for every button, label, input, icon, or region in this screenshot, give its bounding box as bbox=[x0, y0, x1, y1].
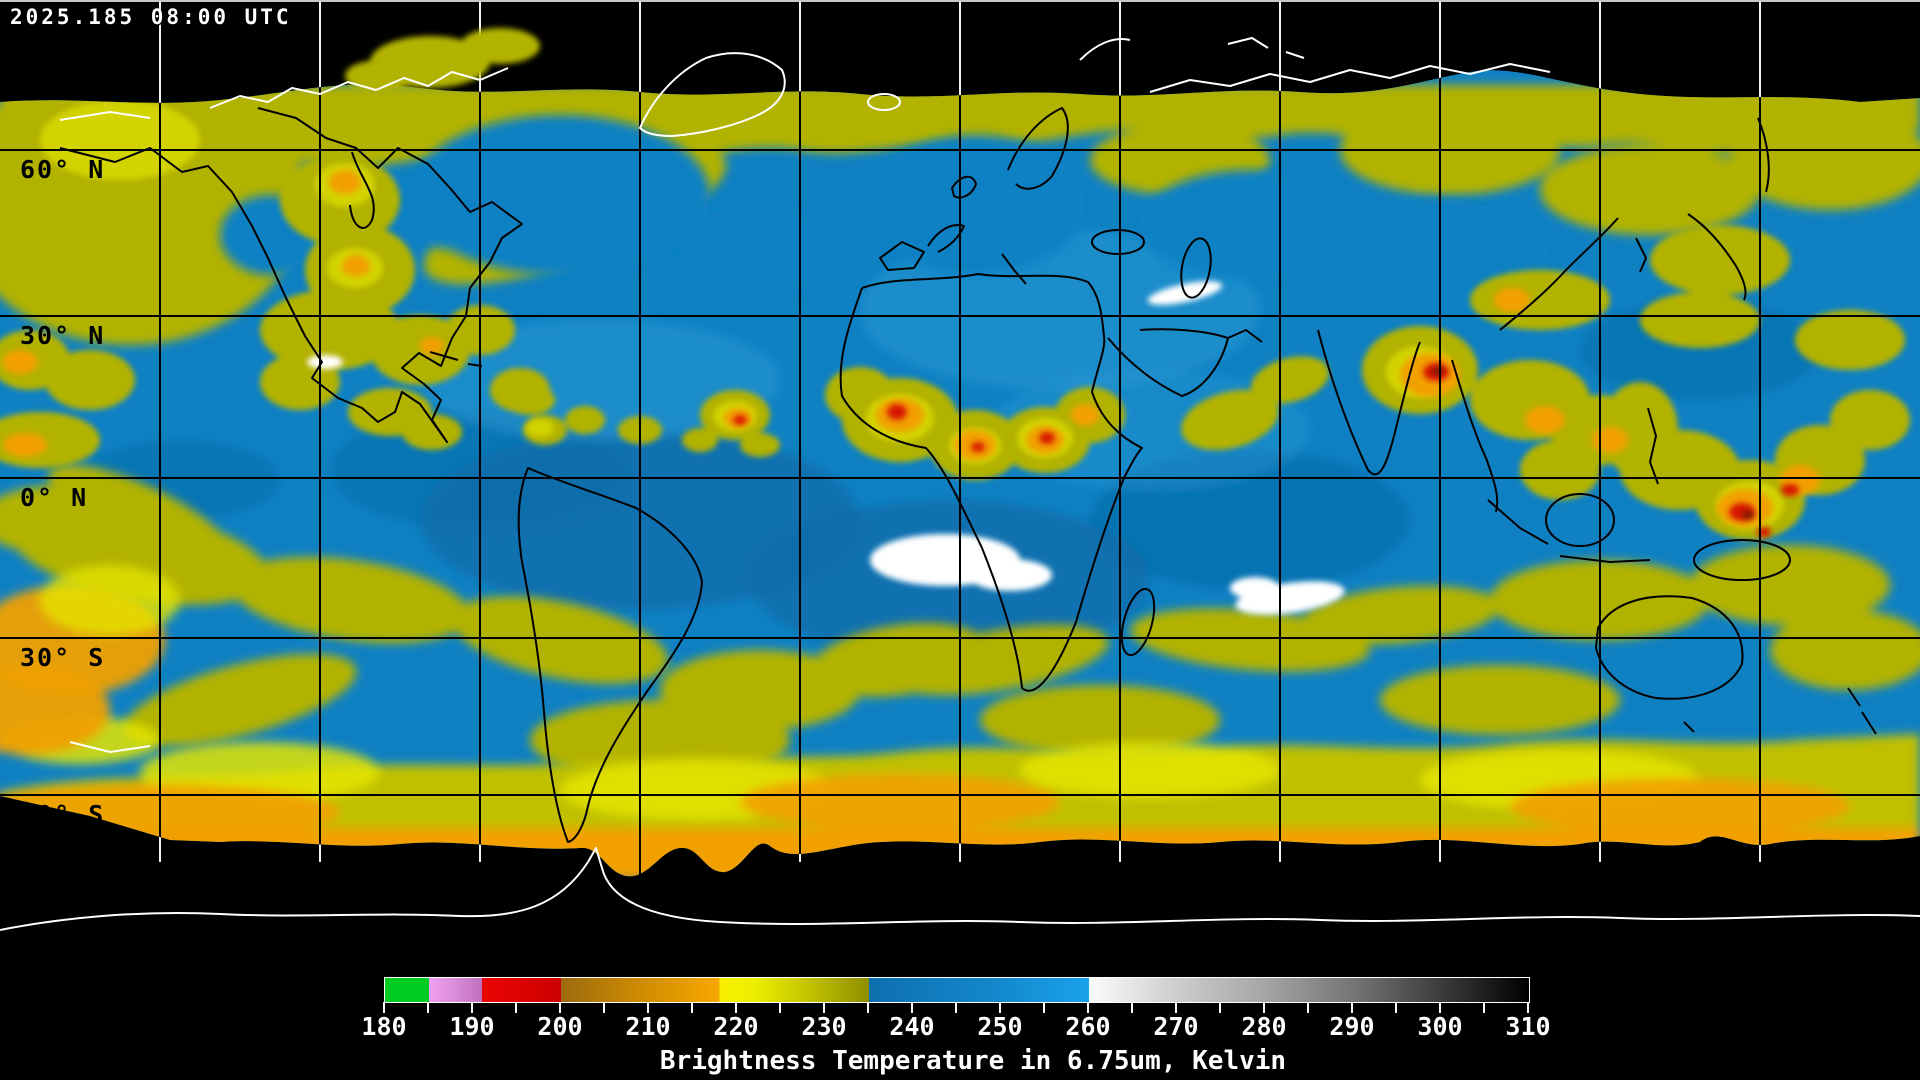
colorbar-tick bbox=[1351, 1002, 1353, 1013]
colorbar-tick bbox=[1219, 1002, 1221, 1013]
colorbar-tick bbox=[1307, 1002, 1309, 1013]
colorbar-tick bbox=[1087, 1002, 1089, 1013]
colorbar-tick bbox=[515, 1002, 517, 1013]
colorbar-tick bbox=[867, 1002, 869, 1013]
colorbar-tick bbox=[1527, 1002, 1529, 1013]
colorbar-tick-label: 220 bbox=[713, 1012, 759, 1041]
colorbar-tick bbox=[1263, 1002, 1265, 1013]
colorbar-tick bbox=[1175, 1002, 1177, 1013]
colorbar-tick bbox=[383, 1002, 385, 1013]
colorbar-tick-label: 300 bbox=[1417, 1012, 1463, 1041]
colorbar-tick bbox=[1395, 1002, 1397, 1013]
colorbar-tick-label: 190 bbox=[449, 1012, 495, 1041]
colorbar bbox=[384, 977, 1530, 1003]
world-water-vapor-map bbox=[0, 0, 1920, 960]
latitude-label: 30° S bbox=[20, 643, 106, 672]
latitude-label: 60° N bbox=[20, 155, 106, 184]
colorbar-caption: Brightness Temperature in 6.75um, Kelvin bbox=[659, 1046, 1287, 1076]
colorbar-tick-label: 250 bbox=[977, 1012, 1023, 1041]
graticule-black bbox=[0, 0, 1920, 960]
latitude-label: 0° N bbox=[20, 483, 89, 512]
colorbar-tick-label: 230 bbox=[801, 1012, 847, 1041]
colorbar-tick-label: 310 bbox=[1505, 1012, 1551, 1041]
colorbar-tick bbox=[779, 1002, 781, 1013]
colorbar-tick bbox=[823, 1002, 825, 1013]
colorbar-tick-label: 280 bbox=[1241, 1012, 1287, 1041]
colorbar-tick bbox=[691, 1002, 693, 1013]
northern-band-gaps bbox=[220, 115, 1550, 330]
colorbar-tick bbox=[955, 1002, 957, 1013]
colorbar-tick bbox=[735, 1002, 737, 1013]
latitude-label: 30° N bbox=[20, 321, 106, 350]
colorbar-tick-label: 260 bbox=[1065, 1012, 1111, 1041]
colorbar-tick bbox=[471, 1002, 473, 1013]
colorbar-tick bbox=[647, 1002, 649, 1013]
timestamp-label: 2025.185 08:00 UTC bbox=[10, 5, 292, 29]
top-border-line bbox=[0, 0, 1920, 2]
colorbar-tick-label: 240 bbox=[889, 1012, 935, 1041]
colorbar-tick bbox=[911, 1002, 913, 1013]
southern-streaks-olive bbox=[0, 464, 1920, 780]
colorbar-tick bbox=[603, 1002, 605, 1013]
colorbar-tick-label: 210 bbox=[625, 1012, 671, 1041]
coastlines-white bbox=[0, 37, 1920, 931]
colorbar-tick-label: 200 bbox=[537, 1012, 583, 1041]
colorbar-tick bbox=[559, 1002, 561, 1013]
white-warm-patches bbox=[307, 281, 1345, 615]
cloud-clusters-olive bbox=[0, 155, 1910, 540]
colorbar-tick-label: 290 bbox=[1329, 1012, 1375, 1041]
colorbar-tick-label: 180 bbox=[361, 1012, 407, 1041]
colorbar-tick bbox=[999, 1002, 1001, 1013]
latitude-label: 60° S bbox=[20, 800, 106, 829]
colorbar-tick-label: 270 bbox=[1153, 1012, 1199, 1041]
coastlines-black bbox=[59, 107, 1877, 843]
colorbar-tick bbox=[1439, 1002, 1441, 1013]
colorbar-tick bbox=[427, 1002, 429, 1013]
colorbar-tick bbox=[1131, 1002, 1133, 1013]
colorbar-tick bbox=[1043, 1002, 1045, 1013]
colorbar-tick bbox=[1483, 1002, 1485, 1013]
